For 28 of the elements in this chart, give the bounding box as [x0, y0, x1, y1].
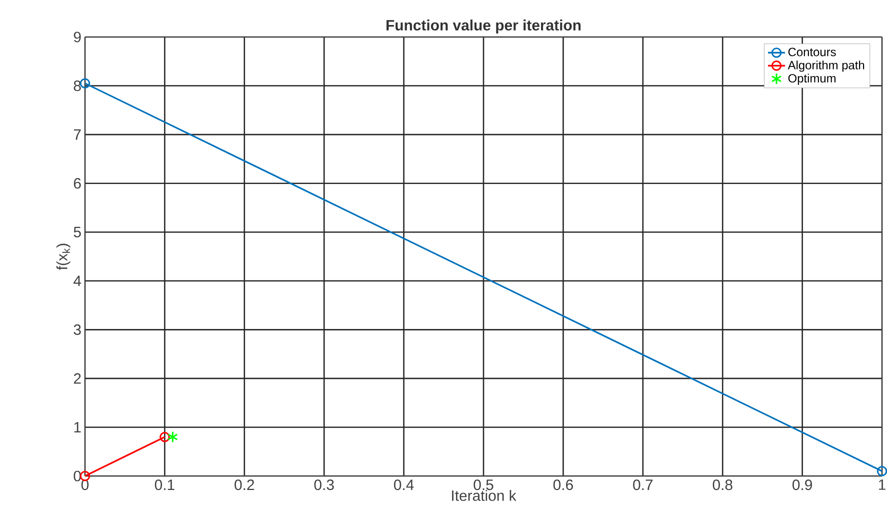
- point: [167, 431, 178, 443]
- x-tick-label: 0.3: [314, 480, 334, 490]
- x-tick-label: 0.1: [154, 480, 174, 490]
- x-tick-label: 0.9: [792, 480, 812, 490]
- y-tick-label: 9: [74, 32, 81, 42]
- x-tick-label: 0.8: [712, 480, 732, 490]
- x-tick-label: 0.7: [633, 480, 653, 490]
- y-tick-label: 3: [74, 324, 81, 335]
- y-tick-label: 1: [74, 422, 81, 432]
- legend-label: Optimum: [788, 74, 836, 85]
- legend-label: Algorithm path: [788, 60, 864, 72]
- y-tick-label: 2: [74, 373, 81, 384]
- y-tick-label: 5: [74, 226, 81, 238]
- chart-title: Function value per iteration: [386, 20, 581, 34]
- x-tick-label: 0.2: [234, 480, 254, 490]
- point: [160, 432, 170, 442]
- x-tick-label: 1: [878, 480, 886, 490]
- y-tick-label: 8: [74, 80, 81, 92]
- y-tick-label: 6: [74, 178, 81, 189]
- x-tick-label: 0.5: [474, 480, 494, 490]
- x-tick-label: 0.6: [553, 480, 573, 490]
- y-tick-label: 7: [74, 129, 81, 140]
- y-axis-title: f(x$_{k}$): [56, 244, 70, 270]
- legend-label: Contours: [788, 48, 836, 56]
- y-tick-label: 4: [74, 276, 82, 286]
- x-axis-title: Iteration k: [452, 490, 516, 501]
- x-tick-label: 0.4: [394, 480, 414, 490]
- point: [876, 466, 887, 476]
